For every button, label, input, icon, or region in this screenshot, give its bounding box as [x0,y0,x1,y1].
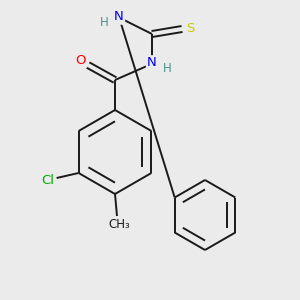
Text: N: N [147,56,157,70]
Text: H: H [163,61,171,74]
Text: O: O [76,53,86,67]
Text: H: H [100,16,108,28]
Text: N: N [114,11,124,23]
Text: S: S [186,22,194,34]
Text: CH₃: CH₃ [108,218,130,232]
Text: Cl: Cl [41,173,54,187]
